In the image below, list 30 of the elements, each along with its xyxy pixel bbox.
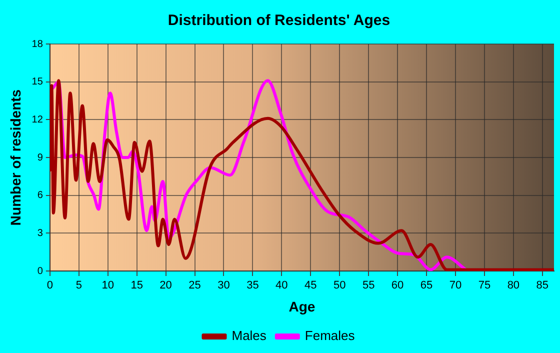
y-axis-title: Number of residents (7, 89, 24, 226)
x-tick-label: 55 (362, 280, 375, 292)
chart-title: Distribution of Residents' Ages (168, 12, 390, 30)
x-tick-label: 45 (304, 280, 317, 292)
y-tick-label: 3 (37, 228, 44, 239)
x-tick-label: 60 (391, 280, 404, 292)
x-tick-label: 25 (188, 280, 201, 292)
x-tick-label: 10 (102, 280, 114, 292)
x-tick-label: 50 (333, 280, 346, 292)
x-tick-label: 0 (46, 280, 53, 292)
y-tick-label: 0 (37, 266, 44, 277)
y-tick-label: 12 (32, 114, 44, 126)
x-tick-label: 80 (507, 280, 520, 292)
x-tick-label: 65 (420, 280, 433, 292)
x-axis-title: Age (288, 298, 316, 314)
y-tick-label: 6 (37, 190, 44, 202)
y-tick-label: 18 (32, 38, 44, 50)
legend-label: Females (304, 328, 356, 344)
x-tick-label: 75 (478, 280, 491, 292)
x-tick-label: 85 (536, 280, 549, 292)
y-tick-label: 15 (32, 76, 44, 88)
x-tick-label: 70 (449, 280, 462, 292)
x-tick-label: 15 (130, 280, 143, 292)
x-tick-label: 5 (76, 280, 82, 292)
x-tick-label: 20 (160, 280, 172, 292)
y-tick-label: 9 (37, 152, 44, 164)
x-tick-label: 40 (276, 280, 288, 292)
legend-label: Males (232, 328, 267, 344)
x-tick-label: 35 (246, 280, 259, 292)
x-tick-label: 30 (218, 280, 230, 292)
